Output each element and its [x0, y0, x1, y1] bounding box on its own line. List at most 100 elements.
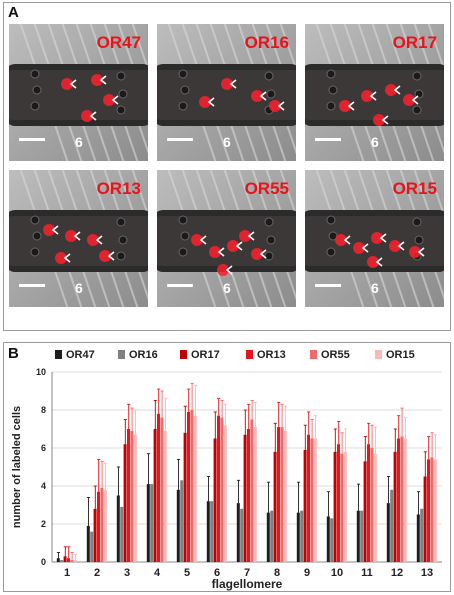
tile-receptor-label: OR15 — [392, 179, 437, 198]
bar — [180, 480, 184, 562]
sensillum-base — [116, 217, 126, 227]
panel-a-letter: A — [8, 4, 19, 21]
bar — [296, 512, 300, 562]
bar — [433, 459, 437, 562]
arrowhead-marker — [63, 253, 71, 263]
arrowhead-marker — [379, 233, 387, 243]
bar — [127, 429, 130, 562]
legend-swatch — [180, 350, 187, 359]
arrowhead-marker — [347, 101, 355, 111]
labeled-cell — [385, 84, 397, 96]
labeled-cell — [55, 252, 67, 264]
sensillum-base — [116, 71, 126, 81]
arrowhead-marker — [417, 247, 425, 257]
labeled-cell — [239, 230, 251, 242]
bar — [223, 425, 227, 562]
sensillum-hair — [427, 170, 444, 219]
bar — [397, 438, 400, 562]
sensillum-base — [326, 101, 336, 111]
bar — [340, 453, 344, 562]
bar — [157, 413, 160, 562]
bar — [313, 438, 317, 562]
legend-swatch — [118, 350, 125, 359]
labeled-cell — [251, 248, 263, 260]
labeled-cell — [209, 246, 221, 258]
sensillum-base — [30, 215, 40, 225]
bar — [273, 451, 277, 562]
bar — [70, 560, 74, 562]
bar — [360, 510, 364, 562]
x-tick-label: 8 — [274, 567, 280, 579]
tile-segment-number: 6 — [223, 280, 231, 296]
bar — [86, 525, 90, 562]
x-axis-label: flagellomere — [212, 577, 283, 591]
arrowhead-marker — [277, 101, 285, 111]
sensillum-base — [412, 71, 422, 81]
x-tick-label: 9 — [304, 567, 310, 579]
tile-segment-number: 6 — [371, 134, 379, 150]
x-tick-label: 5 — [184, 567, 190, 579]
bar — [130, 430, 134, 562]
bar — [430, 457, 434, 562]
bar — [236, 503, 240, 562]
bar — [370, 448, 374, 562]
labeled-cell — [389, 240, 401, 252]
scale-bar — [315, 284, 341, 287]
labeled-cell — [65, 230, 77, 242]
bar — [300, 510, 304, 562]
bar — [310, 438, 314, 562]
sensillum-base — [116, 105, 126, 115]
bar — [250, 419, 254, 562]
bar — [423, 476, 427, 562]
sensillum-base — [326, 247, 336, 257]
scale-bar — [167, 138, 193, 141]
legend-label: OR47 — [66, 349, 95, 361]
arrowhead-marker — [51, 225, 59, 235]
tile-receptor-label: OR55 — [244, 179, 289, 198]
labeled-cell — [371, 232, 383, 244]
sensillum-base — [264, 71, 274, 81]
bar — [270, 510, 274, 562]
bar — [153, 429, 157, 562]
microscopy-tile: OR16 6 — [157, 24, 296, 161]
legend-label: OR15 — [386, 349, 415, 361]
bar — [67, 558, 70, 562]
labeled-cell — [367, 256, 379, 268]
bar — [280, 427, 284, 562]
y-axis-label: number of labeled cells — [11, 406, 23, 528]
arrowhead-marker — [111, 95, 119, 105]
bar — [116, 495, 120, 562]
sensillum-base — [178, 101, 188, 111]
microscopy-tile: OR17 6 — [305, 24, 444, 161]
bar — [187, 411, 190, 562]
bar — [416, 514, 420, 562]
sensillum-hair — [279, 170, 296, 219]
labeled-cell — [91, 74, 103, 86]
bar — [277, 427, 280, 562]
sensillum-base — [328, 85, 338, 95]
y-tick-label: 6 — [41, 443, 46, 453]
arrowhead-marker — [343, 235, 351, 245]
tile-receptor-label: OR47 — [96, 33, 141, 52]
sensillum-base — [180, 85, 190, 95]
bar — [333, 451, 337, 562]
labeled-cell — [61, 78, 73, 90]
arrowhead-marker — [393, 85, 401, 95]
bar — [373, 453, 377, 562]
bar — [56, 558, 60, 562]
bar — [220, 417, 224, 562]
sensillum-hair — [427, 24, 444, 73]
y-tick-label: 8 — [41, 405, 46, 415]
sensillum-base — [264, 251, 274, 261]
microscopy-tile: OR47 6 — [9, 24, 148, 161]
bar — [337, 444, 340, 562]
bar — [160, 417, 164, 562]
sensillum-hair — [131, 24, 148, 73]
tile-receptor-label: OR13 — [96, 179, 141, 198]
arrowhead-marker — [89, 111, 97, 121]
sensillum-base — [326, 215, 336, 225]
bar — [123, 444, 127, 562]
tile-segment-number: 6 — [371, 280, 379, 296]
sensillum-hair — [131, 170, 148, 219]
labeled-cell — [339, 100, 351, 112]
